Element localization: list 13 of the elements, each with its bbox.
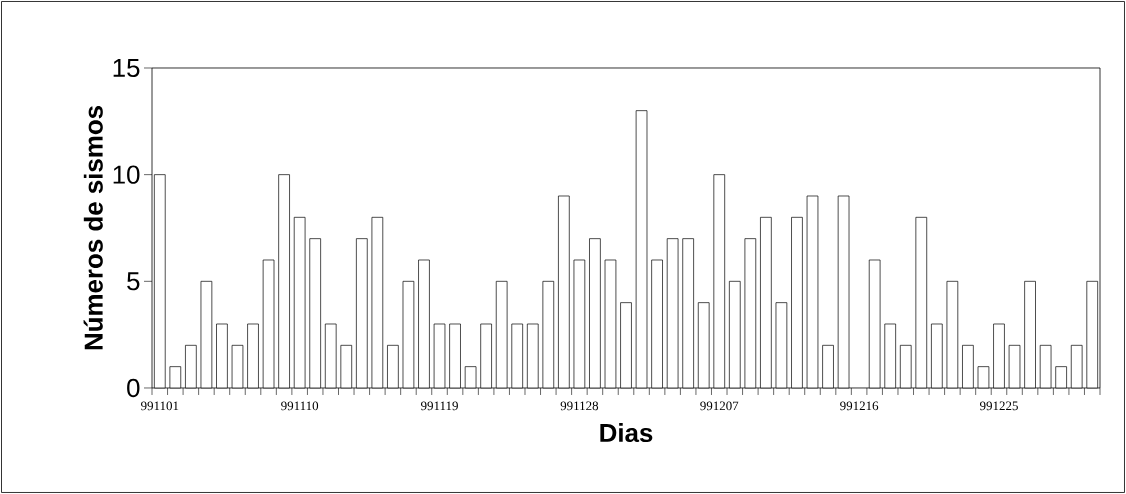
x-tick-label: 991216: [840, 401, 879, 411]
x-tick-label: 991101: [141, 401, 179, 411]
x-tick-label: 991110: [281, 401, 319, 411]
y-axis-title: Números de sismos: [83, 106, 103, 350]
y-tick-label: 0: [127, 378, 140, 398]
x-tick-label: 991128: [560, 401, 599, 411]
y-tick-label: 5: [127, 272, 140, 291]
x-tick-label: 991207: [700, 401, 739, 411]
y-tick-label: 15: [113, 58, 140, 78]
x-tick-label: 991225: [979, 401, 1018, 411]
x-tick-label: 991119: [420, 401, 458, 411]
x-axis-title: Dias: [600, 423, 653, 443]
y-tick-label: 10: [113, 165, 140, 184]
